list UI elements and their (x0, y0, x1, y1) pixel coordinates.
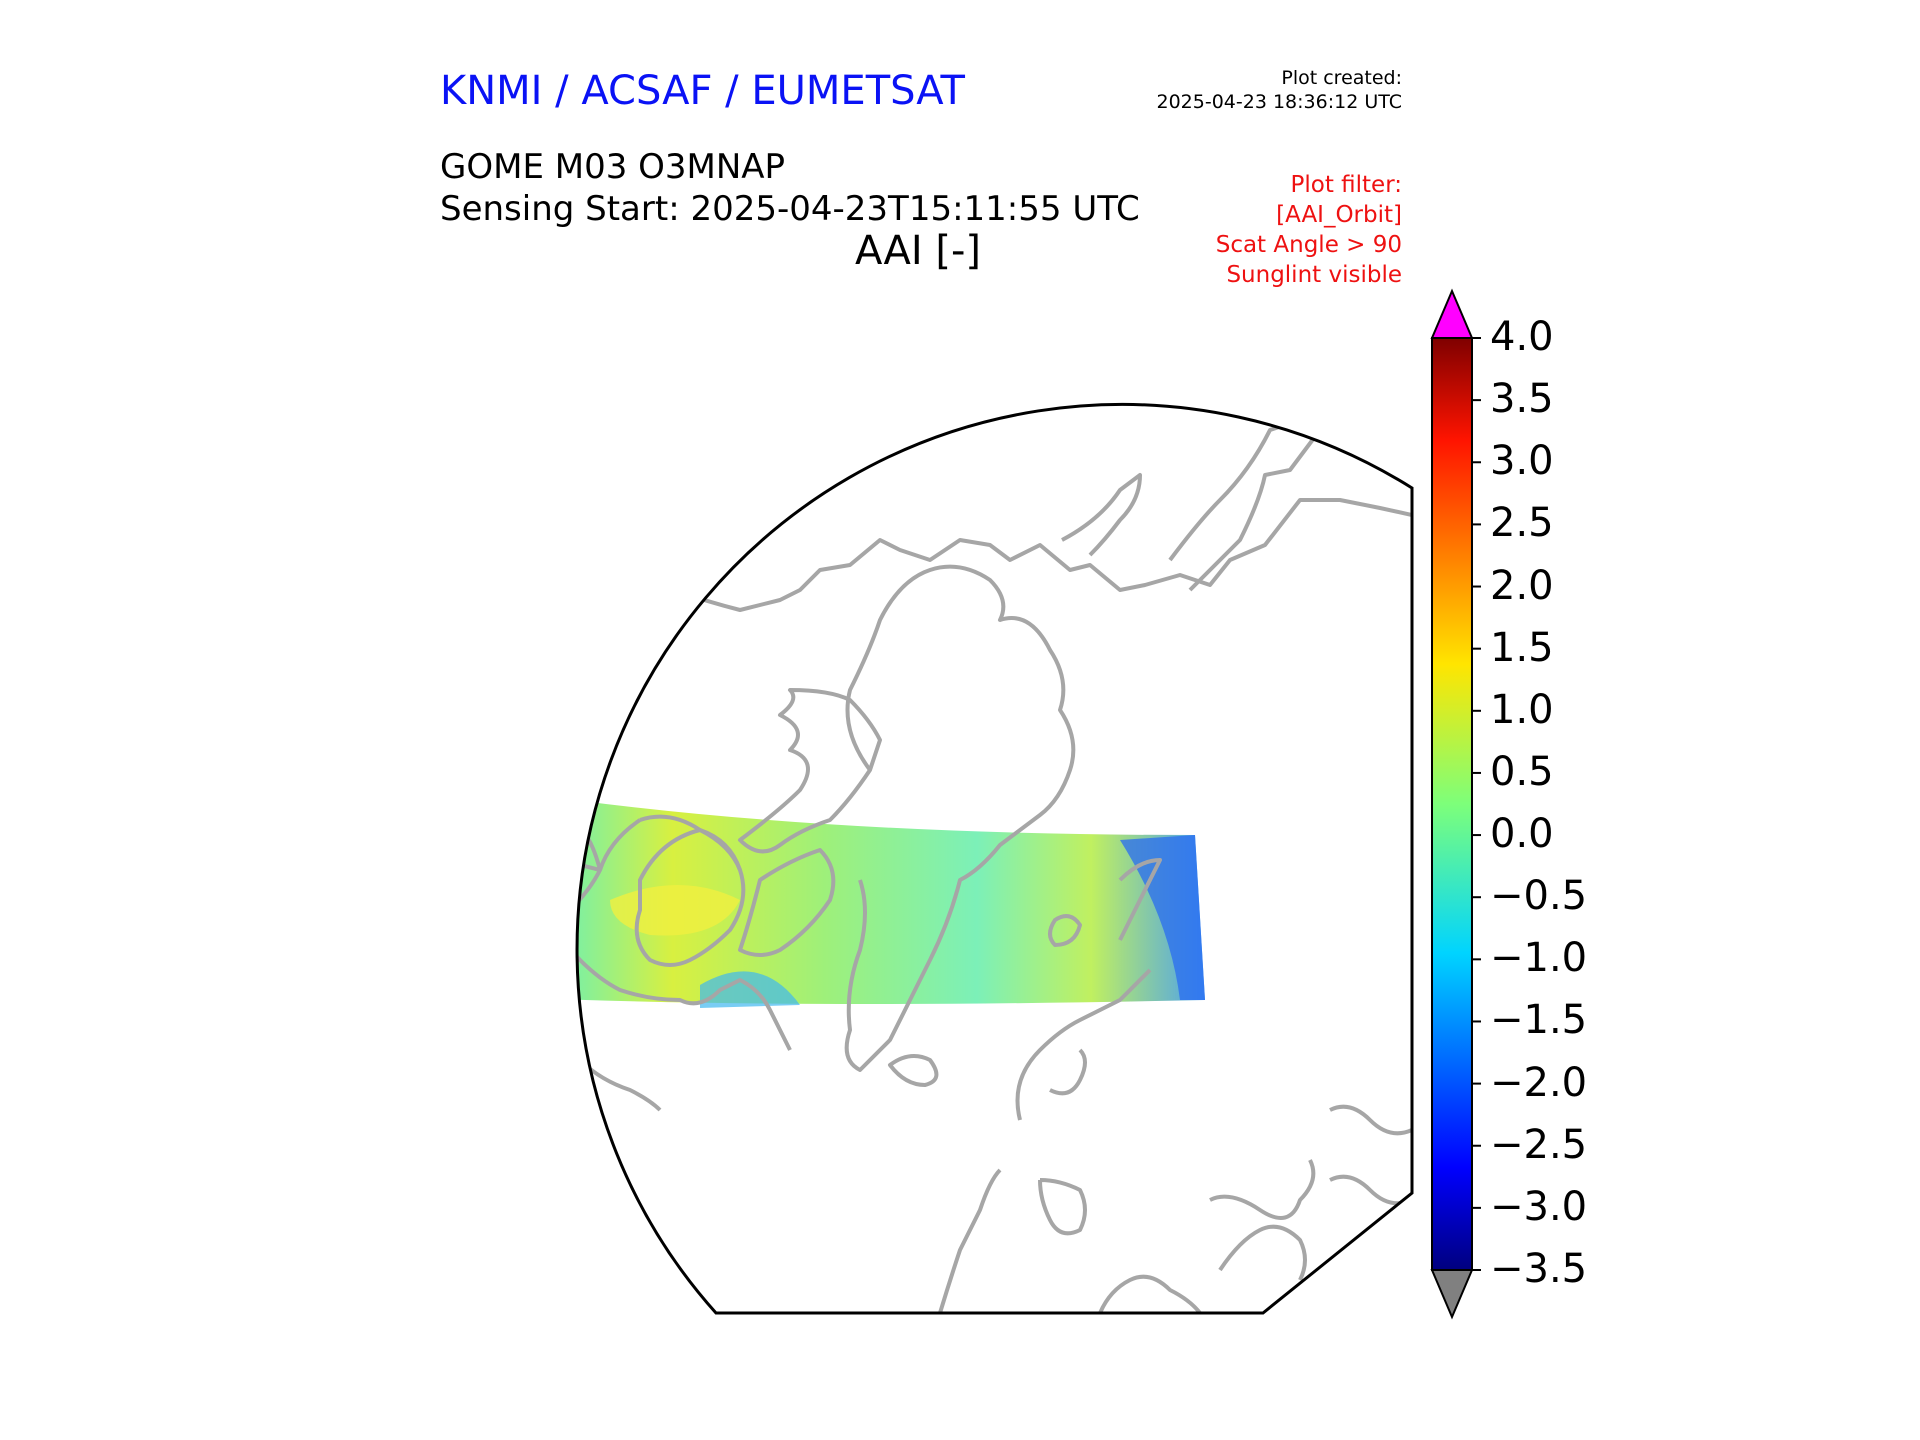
variable-title: AAI [-] (855, 228, 981, 274)
created-timestamp: 2025-04-23 18:36:12 UTC (1156, 91, 1403, 113)
colorbar-tick-label: 0.0 (1490, 811, 1554, 858)
colorbar (1430, 288, 1481, 1320)
colorbar-tick-label: −1.0 (1490, 935, 1588, 982)
colorbar-tick-label: 2.0 (1490, 562, 1554, 609)
colorbar-gradient (1432, 338, 1472, 1270)
coast-baltic (1209, 1159, 1316, 1220)
colorbar-tick-label: −2.5 (1490, 1121, 1588, 1168)
colorbar-tick-label: 1.5 (1490, 624, 1554, 671)
swath-high-values (610, 885, 740, 936)
coast-greenland-outline (844, 564, 1076, 1072)
coastlines (577, 408, 1412, 1313)
coast-kamchatka-arm (1168, 408, 1331, 562)
product-title: GOME M03 O3MNAP (440, 147, 786, 187)
plot-filter: Plot filter: [AAI_Orbit] Scat Angle > 90… (1060, 170, 1402, 290)
colorbar-frame (1431, 337, 1473, 1271)
coast-europe (938, 1104, 1412, 1313)
coast-siberia (577, 498, 1412, 612)
coast-baffin (738, 848, 836, 957)
colorbar-over-extension (1430, 288, 1474, 339)
coast-novaya-zemlya (1118, 858, 1162, 941)
colorbar-tick-label: −3.5 (1490, 1246, 1588, 1292)
plot-created-info: Plot created: 2025-04-23 18:36:12 UTC (1060, 66, 1403, 114)
swath-low-values-west (446, 900, 560, 995)
sensing-start: Sensing Start: 2025-04-23T15:11:55 UTC (440, 189, 1140, 229)
filter-line-3: Sunglint visible (1226, 262, 1402, 288)
colorbar-tick-label: 4.0 (1490, 314, 1554, 360)
colorbar-tick-label: 1.0 (1490, 686, 1554, 733)
aai-data-swath (577, 780, 1205, 1004)
colorbar-tick-label: −3.0 (1490, 1183, 1588, 1230)
organization-title: KNMI / ACSAF / EUMETSAT (440, 68, 965, 114)
coast-canada-mainland (577, 814, 792, 1051)
filter-line-2: Scat Angle > 90 (1215, 232, 1402, 258)
colorbar-tick-label: 2.5 (1490, 500, 1554, 547)
filter-line-1: [AAI_Orbit] (1276, 202, 1402, 228)
map-boundary (575, 402, 1414, 1315)
colorbar-ticks (1472, 337, 1481, 1271)
swath-low-values-center (700, 971, 800, 1008)
colorbar-tick-label: −0.5 (1490, 873, 1588, 920)
coast-chukotka (1188, 413, 1412, 592)
colorbar-tick-label: 3.0 (1490, 438, 1554, 485)
colorbar-under-extension (1430, 1269, 1474, 1320)
swath-low-values-east (1120, 835, 1205, 1000)
coast-hudson-bay (634, 828, 746, 967)
filter-title: Plot filter: (1290, 172, 1402, 198)
colorbar-tick-label: 3.5 (1490, 376, 1554, 423)
coast-iceland (888, 1054, 939, 1087)
coast-canadian-archipelago (738, 688, 882, 854)
created-label: Plot created: (1281, 67, 1402, 89)
coast-alaska-north (1061, 473, 1142, 557)
coast-svalbard (1048, 914, 1082, 947)
coast-caspian-region (1329, 1174, 1412, 1206)
map-content (446, 408, 1412, 1313)
colorbar-tick-label: −1.5 (1490, 997, 1588, 1044)
colorbar-tick-label: 0.5 (1490, 748, 1554, 795)
colorbar-tick-label: −2.0 (1490, 1059, 1588, 1106)
coast-scandinavia (1015, 968, 1152, 1236)
coast-alaska-south (577, 988, 662, 1112)
